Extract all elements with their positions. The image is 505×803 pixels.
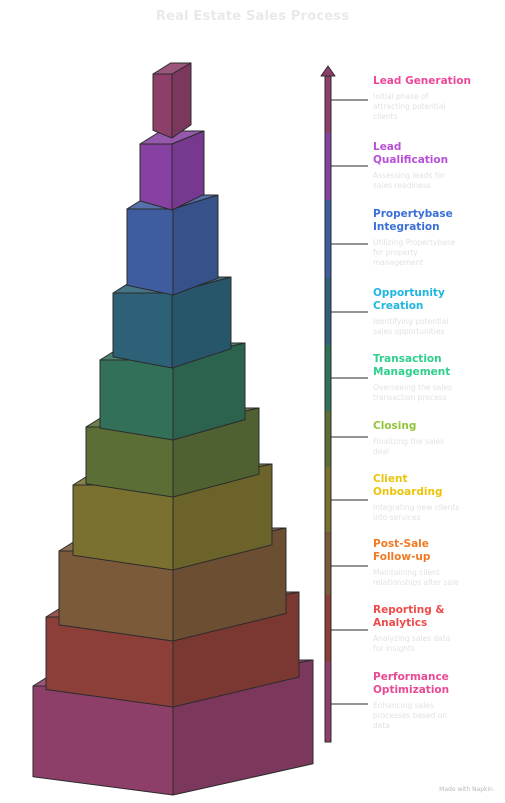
stage-description: Enhancing sales processes based on data	[373, 701, 448, 730]
block-right-face	[171, 276, 232, 369]
stage-label: Opportunity Creation Identifying potentia…	[373, 287, 498, 337]
stage-label: Post-Sale Follow-up Maintaining client re…	[373, 538, 498, 588]
stage-description: Initial phase of attracting potential cl…	[373, 92, 446, 121]
stage-label: Client Onboarding Integrating new clients…	[373, 473, 498, 523]
stage-label: Lead Qualification Assessing leads for sa…	[373, 141, 498, 191]
stage-label: Performance Optimization Enhancing sales …	[373, 671, 498, 731]
stage-title: Client Onboarding	[373, 473, 443, 498]
pyramid-block	[152, 62, 192, 139]
block-right-face	[171, 130, 205, 211]
arrow-segment	[325, 411, 331, 467]
stage-description: Analyzing sales data for insights	[373, 634, 451, 653]
stage-title: Closing	[373, 420, 417, 432]
stage-description: Assessing leads for sales readiness	[373, 171, 446, 190]
stage-description: Overseeing the sales transaction process	[373, 383, 452, 402]
arrow-segment	[325, 133, 331, 200]
stage-label: Closing Finalizing the sales deal	[373, 420, 498, 457]
block-right-face	[171, 62, 192, 139]
arrow-segment	[325, 595, 331, 662]
block-left-face	[99, 359, 174, 441]
arrow-segment	[325, 662, 331, 742]
stage-title: Propertybase Integration	[373, 208, 453, 233]
arrow-segment	[325, 200, 331, 278]
arrow-head-icon	[320, 65, 336, 77]
stage-label: Propertybase Integration Utilizing Proper…	[373, 208, 498, 268]
stage-title: Reporting & Analytics	[373, 604, 445, 629]
stage-description: Maintaining client relationships after s…	[373, 568, 459, 587]
stage-title: Opportunity Creation	[373, 287, 445, 312]
stage-description: Integrating new clients into services	[373, 503, 460, 522]
stage-description: Identifying potential sales opportunitie…	[373, 317, 449, 336]
stage-label: Lead Generation Initial phase of attracti…	[373, 75, 498, 122]
credit-text: Made with Napkin	[439, 786, 493, 793]
block-left-face	[112, 292, 173, 369]
diagram-title: Real Estate Sales Process	[155, 9, 350, 24]
stage-title: Lead Qualification	[373, 141, 449, 166]
pyramid-blocks	[32, 62, 314, 796]
stage-description: Finalizing the sales deal	[373, 437, 445, 456]
stage-description: Utilizing Propertybase for property mana…	[373, 238, 456, 267]
pyramid-block	[139, 130, 205, 211]
arrow-segment	[325, 76, 331, 133]
stage-label: Reporting & Analytics Analyzing sales dat…	[373, 604, 498, 654]
stage-title: Lead Generation	[373, 75, 471, 87]
block-right-face	[172, 194, 219, 296]
block-left-face	[126, 208, 174, 296]
arrow-segment	[325, 345, 331, 411]
stage-title: Post-Sale Follow-up	[373, 538, 431, 563]
stage-title: Transaction Management	[373, 353, 451, 378]
block-left-face	[139, 143, 173, 211]
arrow-segment	[325, 278, 331, 345]
stage-title: Performance Optimization	[373, 671, 450, 696]
block-left-face	[72, 484, 174, 571]
block-left-face	[152, 73, 173, 139]
arrow-segment	[325, 532, 331, 595]
progress-arrow	[320, 65, 368, 743]
arrow-segment	[325, 467, 331, 532]
stage-label: Transaction Management Overseeing the sal…	[373, 353, 498, 403]
